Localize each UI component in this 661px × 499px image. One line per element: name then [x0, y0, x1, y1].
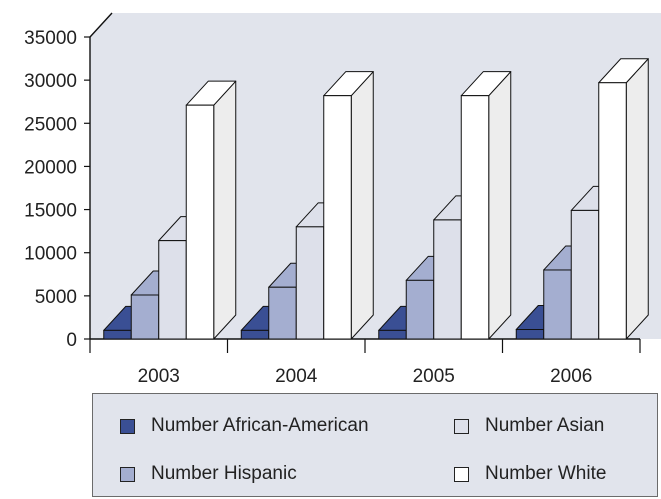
legend-label: Number White — [485, 463, 607, 484]
bar-number-white-2004 — [323, 71, 374, 340]
legend-swatch — [454, 418, 469, 434]
bar-side-face — [625, 58, 649, 340]
y-axis-depth-line — [89, 12, 113, 38]
x-axis-ticks: 2003 2004 2005 2006 — [89, 339, 641, 387]
bar-front-face — [460, 95, 490, 340]
legend-item-african-american: Number African-American — [120, 415, 369, 437]
plot-back-wall — [112, 13, 661, 315]
y-tick-label: 5000 — [35, 287, 77, 308]
legend-label: Number Hispanic — [151, 463, 297, 484]
bar-number-white-2005 — [460, 71, 512, 340]
bars — [103, 58, 649, 340]
y-axis-ticks: 0 5000 10000 15000 20000 25000 30000 35000 — [24, 28, 90, 351]
bar-number-white-2006 — [598, 58, 649, 340]
y-tick-label: 20000 — [24, 157, 77, 178]
legend-label: Number African-American — [151, 415, 369, 436]
legend-item-asian: Number Asian — [454, 415, 604, 437]
bar-front-face — [185, 104, 215, 340]
bar-front-face — [598, 82, 627, 340]
bar-front-face — [543, 269, 572, 340]
legend-item-white: Number White — [454, 463, 606, 485]
bar-number-white-2003 — [185, 80, 237, 340]
y-tick-label: 25000 — [24, 114, 77, 135]
legend: Number African-American Number Asian Num… — [92, 393, 658, 497]
bar-front-face — [240, 329, 270, 340]
legend-swatch — [454, 466, 469, 482]
x-tick-label: 2005 — [413, 366, 455, 387]
y-tick-label: 30000 — [24, 71, 77, 92]
bar-front-face — [405, 279, 435, 340]
bar-front-face — [378, 329, 407, 340]
bar-front-face — [515, 329, 545, 340]
bar-front-face — [130, 294, 160, 340]
bar-front-face — [103, 329, 132, 340]
y-tick-label: 0 — [66, 330, 77, 351]
legend-label: Number Asian — [485, 415, 605, 436]
y-tick-label: 35000 — [24, 28, 77, 49]
bar-side-face — [350, 71, 374, 340]
y-tick-label: 10000 — [24, 244, 77, 265]
legend-swatch — [120, 466, 135, 482]
bar-front-face — [323, 95, 352, 340]
bar-side-face — [488, 71, 512, 340]
y-tick-label: 15000 — [24, 201, 77, 222]
bar-front-face — [570, 209, 600, 340]
bar-front-face — [158, 240, 187, 340]
x-tick-label: 2003 — [138, 366, 180, 387]
bar-front-face — [433, 219, 462, 340]
legend-swatch — [120, 418, 135, 434]
bar-side-face — [213, 80, 237, 340]
x-tick-label: 2004 — [275, 366, 318, 387]
x-tick-label: 2006 — [550, 366, 592, 387]
bar-front-face — [295, 226, 325, 340]
plot-side-wall — [90, 13, 112, 339]
legend-item-hispanic: Number Hispanic — [120, 463, 297, 485]
bar-front-face — [268, 286, 297, 340]
